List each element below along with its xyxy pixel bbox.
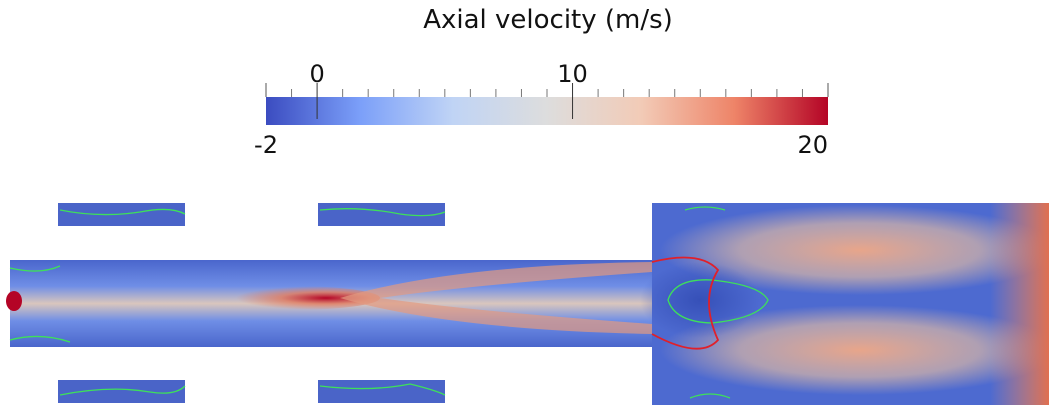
tick-label: 10 — [557, 60, 588, 88]
colorbar: -2 20 0 10 — [254, 60, 829, 159]
limit-label: -2 — [254, 131, 278, 159]
contour-line — [651, 256, 720, 350]
inlet-region — [58, 380, 185, 403]
colorbar-title: Axial velocity (m/s) — [423, 5, 673, 35]
colorbar-fill — [266, 97, 828, 125]
inlet-region — [318, 380, 445, 403]
recirculation — [640, 262, 760, 338]
warm-zone — [660, 305, 1049, 395]
contour-lines — [9, 206, 769, 399]
jet-core — [6, 291, 22, 311]
warm-zone — [660, 205, 1049, 295]
wall-zone — [990, 203, 1049, 405]
inlet-region — [318, 203, 445, 226]
limit-label: 20 — [797, 131, 828, 159]
jet-core — [200, 286, 380, 310]
jet-branch — [340, 262, 652, 334]
flow-field — [6, 203, 1049, 405]
tick-label: 0 — [309, 60, 324, 88]
